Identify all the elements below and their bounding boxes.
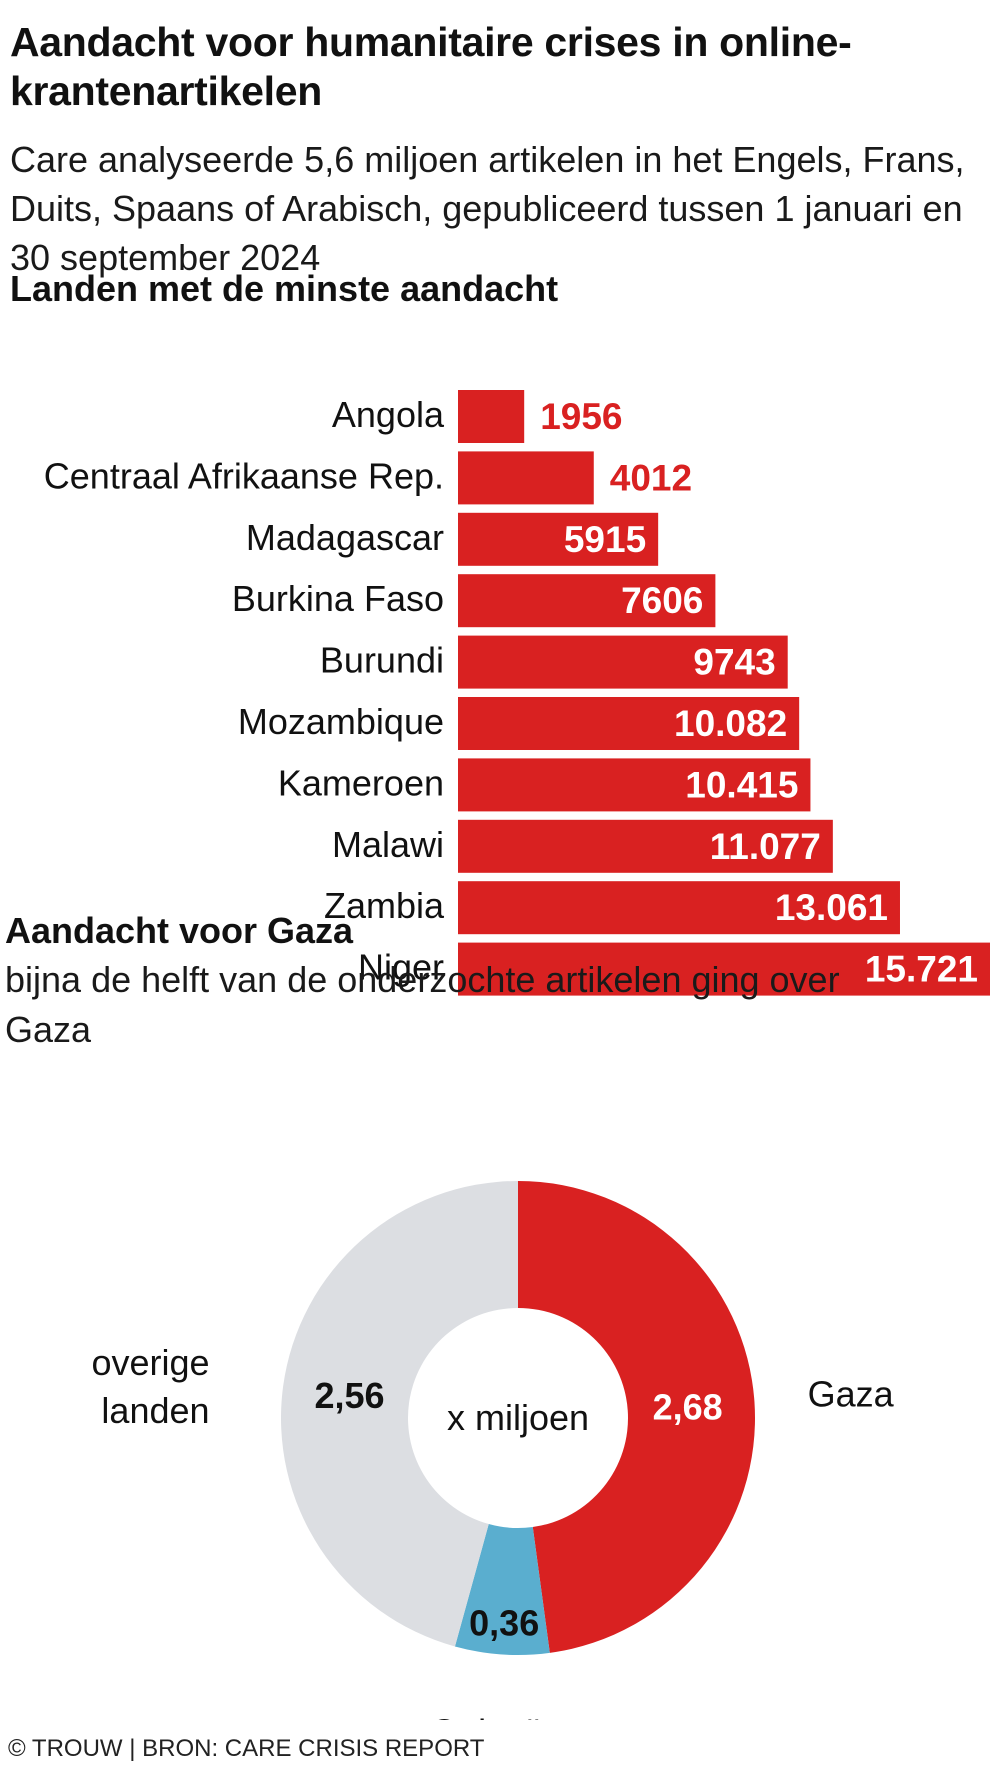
bar-mozambique xyxy=(458,697,800,750)
donut-category-label-overige-landen: overige landen xyxy=(91,1342,209,1431)
bar-category-label-niger: Niger xyxy=(358,947,444,988)
bar-value-label-niger: 15.721 xyxy=(865,949,978,990)
bar-malawi xyxy=(458,819,833,873)
bar-category-label-kameroen: Kameroen xyxy=(278,762,444,803)
bar-category-label-malawi: Malawi xyxy=(332,824,444,865)
bar-angola xyxy=(458,390,525,443)
bar-zambia xyxy=(458,881,900,935)
bar-value-label-centraal-afrikaanse-rep: 4012 xyxy=(610,457,692,498)
bar-category-label-mozambique: Mozambique xyxy=(238,701,444,742)
donut-slice-overige-landen xyxy=(281,1181,518,1647)
bar-category-label-angola: Angola xyxy=(332,394,445,435)
donut-value-label-overige-landen: 2,56 xyxy=(314,1375,384,1416)
bar-value-label-zambia: 13.061 xyxy=(775,887,888,928)
bar-category-label-burkina-faso: Burkina Faso xyxy=(232,578,444,619)
bar-category-label-centraal-afrikaanse-rep: Centraal Afrikaanse Rep. xyxy=(44,455,444,496)
bar-category-label-madagascar: Madagascar xyxy=(246,517,444,558)
donut-slice-oekra-ne xyxy=(454,1524,550,1655)
bar-value-label-mozambique: 10.082 xyxy=(674,703,787,744)
donut-value-label-gaza: 2,68 xyxy=(653,1387,723,1428)
donut-slice-gaza xyxy=(518,1181,755,1653)
bar-value-label-angola: 1956 xyxy=(540,396,622,437)
donut-value-label-oekra-ne: 0,36 xyxy=(469,1603,539,1644)
bar-chart-title: Landen met de minste aandacht xyxy=(10,268,559,309)
bar-category-label-zambia: Zambia xyxy=(324,885,445,926)
page-title: Aandacht voor humanitaire crises in onli… xyxy=(10,19,852,114)
donut-center-label: x miljoen xyxy=(447,1397,589,1438)
bar-madagascar xyxy=(458,512,659,566)
bar-value-label-burundi: 9743 xyxy=(693,642,775,683)
donut-chart-subtitle: bijna de helft van de onderzochte artike… xyxy=(5,959,840,1050)
donut-category-label-oekra-ne: Oekraïne xyxy=(430,1712,578,1720)
bar-value-label-malawi: 11.077 xyxy=(710,826,821,867)
bar-value-label-madagascar: 5915 xyxy=(564,519,646,560)
bar-niger xyxy=(458,942,990,996)
page-subtitle: Care analyseerde 5,6 miljoen artikelen i… xyxy=(10,139,965,278)
donut-category-label-gaza: Gaza xyxy=(808,1374,895,1415)
bar-burkina-faso xyxy=(458,574,716,628)
bar-value-label-burkina-faso: 7606 xyxy=(621,580,703,621)
bar-chart: Angola 1956 Centraal Afrikaanse Rep. 4012 Ma… xyxy=(44,390,990,996)
source-credit: © TROUW | BRON: CARE CRISIS REPORT xyxy=(8,1735,485,1762)
bar-kameroen xyxy=(458,758,811,812)
bar-centraal-afrikaanse-rep xyxy=(458,451,594,505)
bar-category-label-burundi: Burundi xyxy=(320,640,444,681)
donut-chart-title: Aandacht voor Gaza xyxy=(5,910,354,951)
bar-burundi xyxy=(458,635,788,689)
bar-value-label-kameroen: 10.415 xyxy=(685,764,798,805)
